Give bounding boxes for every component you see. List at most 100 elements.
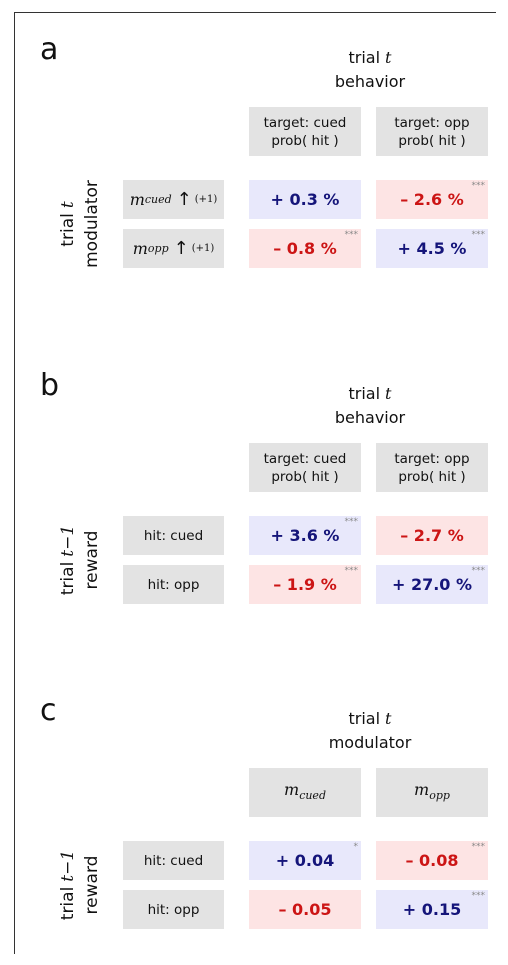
column-line: target: cued — [263, 450, 347, 467]
side-text: trial — [58, 561, 78, 596]
row-label: m cued ↑ (+1) — [123, 180, 224, 219]
header-line: trial t — [250, 48, 490, 67]
value-cell: + 0.04 * — [249, 841, 361, 880]
side-line: trial t — [56, 144, 80, 304]
value-cell: – 0.8 % *** — [249, 229, 361, 268]
cell-value: – 2.7 % — [400, 526, 464, 545]
value-cell: – 0.08 *** — [376, 841, 488, 880]
significance: *** — [471, 181, 486, 191]
header-text: trial — [348, 709, 381, 728]
header-var: t — [385, 709, 392, 728]
column-header: target: cued prob( hit ) — [249, 443, 361, 492]
column-line: target: opp — [394, 450, 470, 467]
frame-line — [14, 12, 15, 954]
row-text: hit: opp — [147, 576, 200, 593]
row-text: hit: cued — [143, 852, 204, 869]
cell-value: – 1.9 % — [273, 575, 337, 594]
side-line: trial t−1 — [56, 480, 80, 640]
side-label: trial t−1 reward — [56, 480, 104, 640]
panel-letter: a — [40, 32, 59, 67]
column-line: target: cued — [263, 114, 347, 131]
value-cell: – 2.6 % *** — [376, 180, 488, 219]
header-line: behavior — [334, 408, 406, 427]
row-label: hit: opp — [123, 565, 224, 604]
row-text: hit: opp — [147, 901, 200, 918]
column-header: mcued — [249, 768, 361, 817]
value-cell: + 27.0 % *** — [376, 565, 488, 604]
math-sub: opp — [429, 788, 450, 802]
cell-value: – 0.05 — [278, 900, 332, 919]
math-var: m — [132, 238, 148, 258]
column-header: mopp — [376, 768, 488, 817]
significance: *** — [344, 230, 359, 240]
cell-value: – 0.8 % — [273, 239, 337, 258]
frame-line — [14, 12, 496, 13]
row-text: hit: cued — [143, 527, 204, 544]
arrow: ↑ — [173, 237, 189, 259]
header-text: trial — [348, 48, 381, 67]
cell-value: + 4.5 % — [397, 239, 467, 258]
side-text: trial — [58, 213, 78, 247]
side-line: modulator — [82, 180, 102, 268]
math-sub: opp — [147, 241, 169, 255]
cell-value: + 27.0 % — [391, 575, 473, 594]
step: (+1) — [191, 242, 215, 254]
significance: *** — [471, 891, 486, 901]
math-var: m — [284, 779, 300, 799]
row-label: m opp ↑ (+1) — [123, 229, 224, 268]
side-text: trial — [58, 886, 78, 921]
column-line: prob( hit ) — [271, 132, 339, 149]
cell-value: + 0.04 — [275, 851, 335, 870]
column-header: target: opp prob( hit ) — [376, 107, 488, 156]
header-line: behavior — [334, 72, 406, 91]
row-label: hit: cued — [123, 516, 224, 555]
value-cell: – 0.05 — [249, 890, 361, 929]
value-cell: + 0.15 *** — [376, 890, 488, 929]
value-cell: – 2.7 % — [376, 516, 488, 555]
cell-value: + 0.15 — [402, 900, 462, 919]
significance: *** — [471, 566, 486, 576]
header-text: trial — [348, 384, 381, 403]
side-var: t−1 — [58, 849, 78, 882]
row-label: hit: cued — [123, 841, 224, 880]
panel-letter: c — [40, 693, 57, 728]
side-line: trial t−1 — [56, 805, 80, 965]
math-sub: cued — [144, 192, 172, 206]
header-line: modulator — [328, 733, 412, 752]
column-line: prob( hit ) — [271, 468, 339, 485]
side-label: trial t−1 reward — [56, 805, 104, 965]
column-header: target: opp prob( hit ) — [376, 443, 488, 492]
panel-letter: b — [40, 368, 60, 403]
value-cell: + 0.3 % — [249, 180, 361, 219]
side-var: t−1 — [58, 524, 78, 557]
arrow: ↑ — [176, 188, 192, 210]
value-cell: + 3.6 % *** — [249, 516, 361, 555]
column-math: mcued — [284, 779, 326, 805]
significance: *** — [344, 566, 359, 576]
column-line: prob( hit ) — [398, 468, 466, 485]
significance: *** — [471, 230, 486, 240]
math-sub: cued — [299, 788, 326, 802]
header-line: trial t — [250, 384, 490, 403]
row-label: hit: opp — [123, 890, 224, 929]
significance: *** — [344, 517, 359, 527]
column-line: prob( hit ) — [398, 132, 466, 149]
math-var: m — [129, 189, 145, 209]
math-var: m — [414, 779, 430, 799]
value-cell: + 4.5 % *** — [376, 229, 488, 268]
side-line: reward — [82, 855, 102, 915]
side-var: t — [58, 201, 78, 209]
header-var: t — [385, 384, 392, 403]
column-line: target: opp — [394, 114, 470, 131]
column-math: mopp — [414, 779, 450, 805]
cell-value: + 3.6 % — [270, 526, 340, 545]
cell-value: + 0.3 % — [270, 190, 340, 209]
header-line: trial t — [250, 709, 490, 728]
cell-value: – 2.6 % — [400, 190, 464, 209]
step: (+1) — [194, 193, 218, 205]
header-var: t — [385, 48, 392, 67]
significance: *** — [471, 842, 486, 852]
side-label: trial t modulator — [56, 144, 104, 304]
cell-value: – 0.08 — [405, 851, 459, 870]
